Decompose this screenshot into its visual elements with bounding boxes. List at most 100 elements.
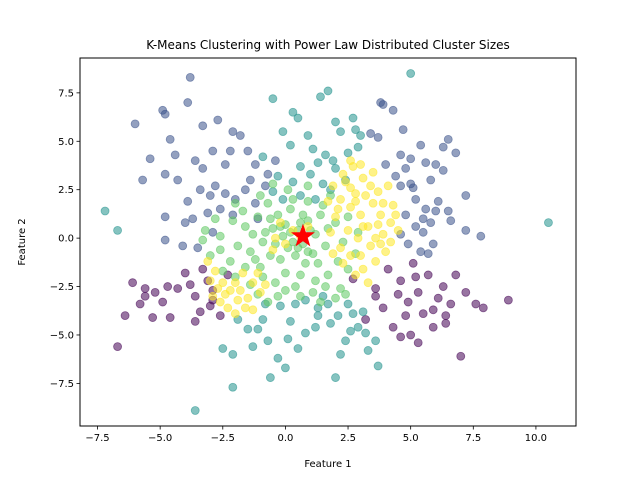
data-point <box>205 276 215 286</box>
data-point <box>213 284 223 293</box>
data-point <box>281 363 290 373</box>
data-point <box>363 278 373 288</box>
data-point <box>268 245 278 255</box>
data-point <box>373 220 383 229</box>
data-point <box>225 146 235 156</box>
data-point <box>393 225 403 235</box>
data-point <box>433 293 443 303</box>
data-point <box>338 258 348 268</box>
data-point <box>233 295 243 305</box>
data-point <box>243 293 253 303</box>
data-point <box>331 293 340 303</box>
x-tick-label: 5.0 <box>403 433 419 444</box>
data-point <box>173 175 183 185</box>
data-point <box>291 251 300 260</box>
data-point <box>275 301 285 311</box>
data-point <box>418 214 428 224</box>
data-point <box>373 187 383 197</box>
data-point <box>376 210 386 220</box>
data-point <box>228 216 238 226</box>
data-point <box>478 303 488 313</box>
data-point <box>281 239 290 249</box>
data-point <box>160 212 170 222</box>
data-point <box>213 115 223 125</box>
data-point <box>215 204 225 214</box>
data-point <box>323 299 333 309</box>
data-point <box>416 140 426 150</box>
data-point <box>311 322 320 332</box>
data-point <box>356 210 365 220</box>
data-point <box>368 198 378 208</box>
data-point <box>363 346 373 355</box>
data-point <box>250 198 260 208</box>
data-point <box>328 156 338 166</box>
data-point <box>130 119 140 129</box>
data-point <box>281 286 290 295</box>
data-point <box>358 222 368 231</box>
data-point <box>270 156 280 166</box>
data-point <box>248 305 258 315</box>
data-point <box>296 162 305 171</box>
data-point <box>210 181 220 191</box>
data-point <box>258 237 268 247</box>
data-point <box>373 133 383 142</box>
data-point <box>198 163 208 173</box>
data-point <box>503 295 513 305</box>
data-point <box>291 282 300 291</box>
data-point <box>406 154 416 164</box>
data-point <box>366 241 375 251</box>
data-point <box>316 210 325 220</box>
data-point <box>220 289 230 299</box>
data-point <box>351 196 360 206</box>
data-point <box>296 191 305 200</box>
y-tick-label: 7.5 <box>58 88 74 99</box>
data-point <box>190 156 200 166</box>
data-point <box>328 181 338 191</box>
x-tick-label: 2.5 <box>340 433 356 444</box>
data-point <box>316 92 325 102</box>
data-point <box>263 336 273 346</box>
data-point <box>243 324 253 334</box>
data-point <box>135 299 145 309</box>
data-point <box>293 113 303 123</box>
data-point <box>421 204 431 214</box>
data-point <box>331 212 340 222</box>
data-point <box>215 297 225 307</box>
data-point <box>426 218 436 228</box>
data-point <box>313 158 323 167</box>
data-point <box>333 311 343 321</box>
data-point <box>443 134 453 144</box>
data-point <box>423 249 433 259</box>
data-point <box>428 322 438 332</box>
data-point <box>471 299 481 309</box>
data-point <box>388 322 398 332</box>
data-point <box>333 204 343 214</box>
data-point <box>150 287 160 297</box>
data-point <box>376 239 386 249</box>
data-point <box>308 144 318 154</box>
data-point <box>240 303 250 313</box>
data-point <box>291 299 300 309</box>
data-point <box>456 351 466 361</box>
data-point <box>255 287 265 297</box>
data-point <box>263 169 273 179</box>
data-point <box>286 317 295 326</box>
data-point <box>396 150 406 160</box>
data-point <box>263 198 273 208</box>
data-point <box>336 194 345 204</box>
data-point <box>346 202 355 212</box>
data-point <box>273 353 283 363</box>
y-axis-title: Feature 2 <box>17 218 28 265</box>
data-point <box>140 284 150 293</box>
data-point <box>321 150 330 160</box>
data-point <box>258 315 268 324</box>
data-point <box>235 131 245 140</box>
data-point <box>336 284 345 293</box>
centroid-layer <box>291 223 315 247</box>
data-point <box>361 328 370 338</box>
data-point <box>205 191 215 200</box>
y-axis-ticks: −7.5 −5.0 −2.5 0.0 2.5 5.0 7.5 <box>50 88 80 390</box>
data-point <box>336 127 345 137</box>
chart-title: K-Means Clustering with Power Law Distri… <box>146 38 510 52</box>
data-point <box>296 218 305 228</box>
